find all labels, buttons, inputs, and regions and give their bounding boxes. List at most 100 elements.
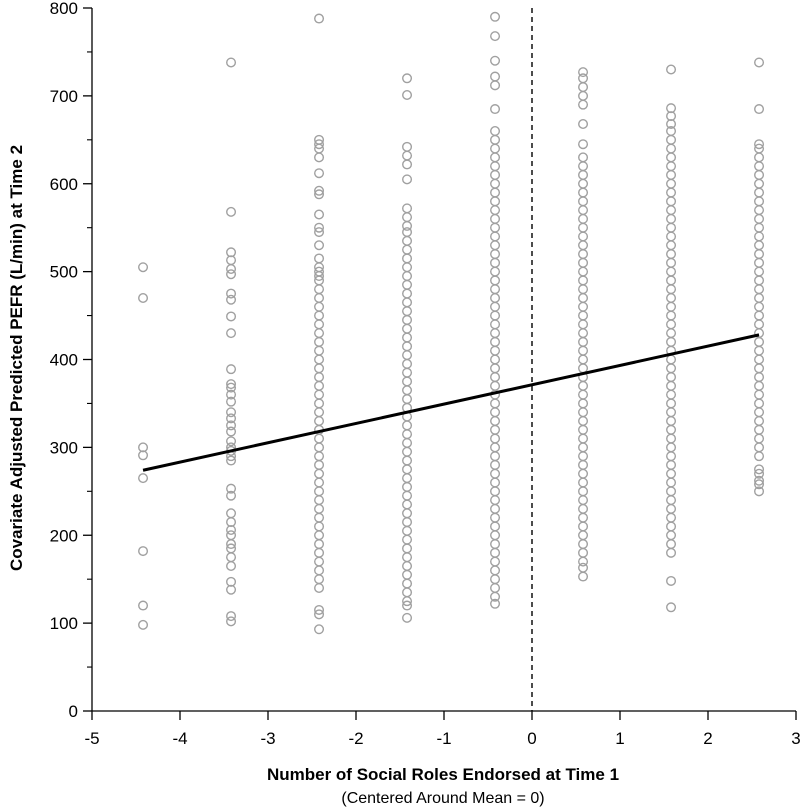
data-point (666, 266, 677, 277)
data-point (314, 372, 325, 383)
data-point (314, 398, 325, 409)
data-point (490, 205, 501, 216)
data-point (578, 521, 589, 532)
data-point (226, 288, 237, 299)
x-axis-subtitle: (Centered Around Mean = 0) (341, 790, 544, 807)
data-point (666, 477, 677, 488)
data-point (578, 389, 589, 400)
data-point (490, 266, 501, 277)
data-point (226, 539, 237, 550)
x-tick-label: -1 (436, 729, 451, 748)
data-point (402, 543, 413, 554)
y-tick-label: 700 (50, 87, 78, 106)
data-point (138, 546, 149, 557)
data-point (578, 547, 589, 558)
data-point (754, 389, 765, 400)
data-point (226, 483, 237, 494)
data-point (138, 292, 149, 303)
data-point (578, 213, 589, 224)
data-point (314, 185, 325, 196)
axes (83, 7, 797, 720)
data-point (666, 407, 677, 418)
data-point (666, 178, 677, 189)
data-point (666, 503, 677, 514)
data-point (666, 213, 677, 224)
data-point (578, 249, 589, 260)
data-point (490, 55, 501, 66)
data-point (754, 275, 765, 286)
data-point (578, 336, 589, 347)
data-point (402, 578, 413, 589)
data-point (226, 611, 237, 622)
data-point (666, 240, 677, 251)
x-axis-title: Number of Social Roles Endorsed at Time … (267, 765, 619, 784)
data-point (578, 310, 589, 321)
data-point (402, 350, 413, 361)
data-point (226, 379, 237, 390)
data-point (402, 446, 413, 457)
data-point (754, 354, 765, 365)
data-point (138, 450, 149, 461)
trend-line (142, 333, 760, 472)
data-point (226, 455, 237, 466)
data-point (490, 503, 501, 514)
data-point (314, 556, 325, 567)
data-point (402, 314, 413, 325)
data-point (754, 152, 765, 163)
data-point (402, 517, 413, 528)
y-tick-label: 500 (50, 263, 78, 282)
data-point (490, 363, 501, 374)
data-point (666, 336, 677, 347)
data-point (226, 396, 237, 407)
data-point (578, 169, 589, 180)
data-point (666, 416, 677, 427)
data-point (314, 319, 325, 330)
data-point (490, 495, 501, 506)
data-point (754, 336, 765, 347)
data-point (490, 565, 501, 576)
data-point (666, 143, 677, 154)
data-point (578, 451, 589, 462)
y-tick-label: 0 (69, 702, 78, 721)
data-point (754, 451, 765, 462)
data-point (754, 479, 765, 490)
data-point (578, 328, 589, 339)
data-point (578, 512, 589, 523)
data-point (754, 104, 765, 115)
data-point (666, 530, 677, 541)
data-point (402, 612, 413, 623)
data-point (578, 178, 589, 189)
data-point (578, 407, 589, 418)
data-point (490, 301, 501, 312)
data-point (490, 530, 501, 541)
data-point (754, 169, 765, 180)
data-point (314, 301, 325, 312)
data-point (666, 196, 677, 207)
data-point (578, 161, 589, 172)
data-point (578, 196, 589, 207)
data-point (490, 240, 501, 251)
data-point (578, 354, 589, 365)
data-point (578, 118, 589, 129)
data-point (754, 398, 765, 409)
data-point (754, 196, 765, 207)
data-point (402, 437, 413, 448)
data-point (314, 407, 325, 418)
data-point (226, 524, 237, 535)
data-point (402, 141, 413, 152)
data-point (226, 311, 237, 322)
data-point (490, 213, 501, 224)
data-point (226, 413, 237, 424)
data-point (314, 253, 325, 264)
data-point (666, 284, 677, 295)
data-point (666, 486, 677, 497)
data-point (402, 490, 413, 501)
data-point (666, 231, 677, 242)
data-point (490, 80, 501, 91)
data-point (578, 275, 589, 286)
data-point (578, 257, 589, 268)
data-point (402, 561, 413, 572)
data-point (314, 468, 325, 479)
data-point (578, 240, 589, 251)
data-point (314, 227, 325, 238)
